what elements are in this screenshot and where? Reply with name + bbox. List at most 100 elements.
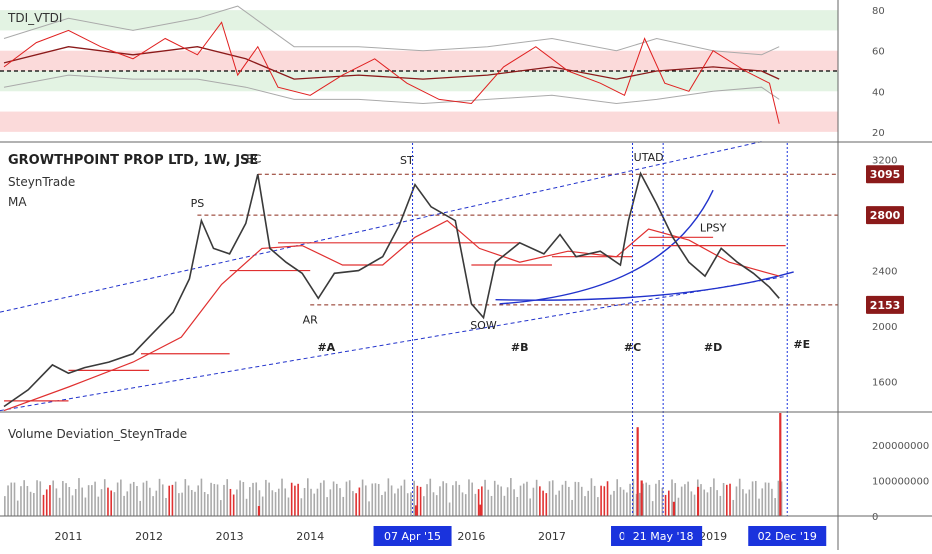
volume-bar bbox=[461, 492, 464, 516]
x-axis-tick: 2019 bbox=[699, 530, 727, 543]
volume-bar bbox=[33, 492, 35, 516]
volume-bar bbox=[181, 492, 183, 516]
volume-bar bbox=[213, 483, 216, 516]
price-label-2800: 2800 bbox=[870, 209, 901, 222]
volume-bar bbox=[429, 478, 432, 516]
indicator-y-tick: 60 bbox=[872, 47, 885, 58]
date-marker-box bbox=[748, 526, 827, 546]
volume-bar bbox=[277, 488, 280, 516]
wyckoff-label: UTAD bbox=[634, 151, 664, 164]
volume-bar bbox=[13, 482, 16, 516]
date-marker-label: 02 Dec '19 bbox=[758, 530, 817, 543]
volume-bar bbox=[381, 495, 383, 516]
volume-bar bbox=[323, 480, 325, 516]
volume-bar bbox=[16, 500, 19, 516]
volume-bar bbox=[158, 478, 161, 516]
volume-bar bbox=[690, 491, 693, 516]
wyckoff-label: #A bbox=[317, 341, 335, 354]
volume-bar bbox=[619, 487, 622, 516]
volume-bar bbox=[532, 487, 535, 516]
indicator-panel[interactable]: TDI_VTDI 80 60 40 20 bbox=[0, 5, 885, 139]
volume-bar bbox=[10, 482, 13, 516]
volume-bar bbox=[761, 488, 764, 516]
volume-bar bbox=[448, 502, 451, 516]
volume-bar bbox=[297, 483, 299, 516]
volume-bar bbox=[706, 492, 709, 516]
volume-bar bbox=[477, 489, 480, 516]
volume-bar bbox=[207, 494, 209, 516]
volume-bar bbox=[632, 478, 635, 516]
wyckoff-label: BC bbox=[246, 152, 261, 165]
volume-bar bbox=[645, 482, 648, 516]
volume-bar bbox=[268, 482, 270, 516]
volume-bar bbox=[587, 490, 590, 516]
volume-bar bbox=[667, 490, 670, 516]
volume-bar bbox=[522, 483, 525, 516]
x-axis: 2011201220132014201620172019202007 Apr '… bbox=[54, 143, 827, 546]
volume-bar bbox=[116, 482, 119, 516]
volume-bar bbox=[329, 489, 332, 516]
date-marker-box bbox=[373, 526, 452, 546]
volume-bar bbox=[677, 497, 680, 516]
indicator-band-2 bbox=[0, 71, 838, 92]
volume-bar bbox=[294, 485, 296, 516]
volume-bar bbox=[103, 479, 106, 516]
volume-bar bbox=[635, 493, 638, 516]
volume-bar bbox=[313, 493, 316, 516]
volume-bar bbox=[7, 485, 9, 516]
volume-panel[interactable]: Volume Deviation_SteynTrade 200000000 1000… bbox=[4, 413, 929, 523]
volume-bar bbox=[342, 496, 345, 516]
volume-bar bbox=[271, 490, 274, 516]
wyckoff-label: ST bbox=[400, 154, 414, 167]
volume-bar bbox=[484, 479, 486, 516]
volume-bar bbox=[326, 497, 328, 516]
volume-bar bbox=[113, 492, 116, 516]
volume-bar bbox=[629, 483, 631, 516]
volume-bar bbox=[197, 485, 200, 516]
volume-bar bbox=[452, 485, 454, 516]
volume-bar bbox=[149, 487, 151, 516]
volume-bar bbox=[716, 490, 718, 516]
volume-bar bbox=[332, 481, 335, 516]
volume-bar bbox=[593, 485, 596, 516]
wyckoff-label: #E bbox=[793, 338, 810, 351]
volume-bar bbox=[442, 481, 444, 516]
volume-bar bbox=[49, 485, 51, 516]
volume-bar bbox=[390, 485, 393, 516]
volume-bar bbox=[310, 488, 312, 516]
volume-bar bbox=[84, 497, 87, 516]
volume-bar bbox=[423, 496, 425, 516]
volume-bar bbox=[168, 485, 171, 516]
volume-spike bbox=[636, 427, 639, 516]
volume-bar bbox=[281, 478, 283, 516]
price-y-tick: 2400 bbox=[872, 267, 897, 278]
saucer-curve bbox=[495, 271, 794, 301]
volume-bar bbox=[474, 493, 477, 516]
price-y-tick: 1600 bbox=[872, 377, 897, 388]
volume-bar bbox=[174, 481, 177, 516]
wyckoff-label: AR bbox=[303, 313, 319, 326]
volume-bar bbox=[226, 479, 229, 516]
volume-bar bbox=[374, 483, 377, 516]
price-y-tick: 3200 bbox=[872, 156, 897, 167]
volume-bar bbox=[771, 488, 773, 516]
moving-average-line bbox=[3, 219, 780, 412]
volume-bar bbox=[339, 488, 341, 516]
volume-bar bbox=[626, 492, 628, 516]
volume-bar bbox=[655, 483, 657, 516]
volume-spike bbox=[696, 486, 700, 516]
volume-bar bbox=[748, 489, 751, 516]
volume-bar bbox=[365, 485, 367, 516]
volume-bar bbox=[658, 480, 660, 516]
volume-spike bbox=[414, 505, 418, 516]
price-panel[interactable]: GROWTHPOINT PROP LTD, 1W, JSE SteynTrade M… bbox=[0, 141, 904, 412]
volume-bar bbox=[187, 485, 190, 516]
volume-y-tick: 100000000 bbox=[872, 476, 929, 487]
volume-bar bbox=[184, 479, 187, 516]
volume-bar bbox=[458, 484, 461, 516]
volume-bar bbox=[500, 486, 502, 516]
volume-bar bbox=[493, 480, 496, 516]
volume-bar bbox=[764, 482, 767, 516]
